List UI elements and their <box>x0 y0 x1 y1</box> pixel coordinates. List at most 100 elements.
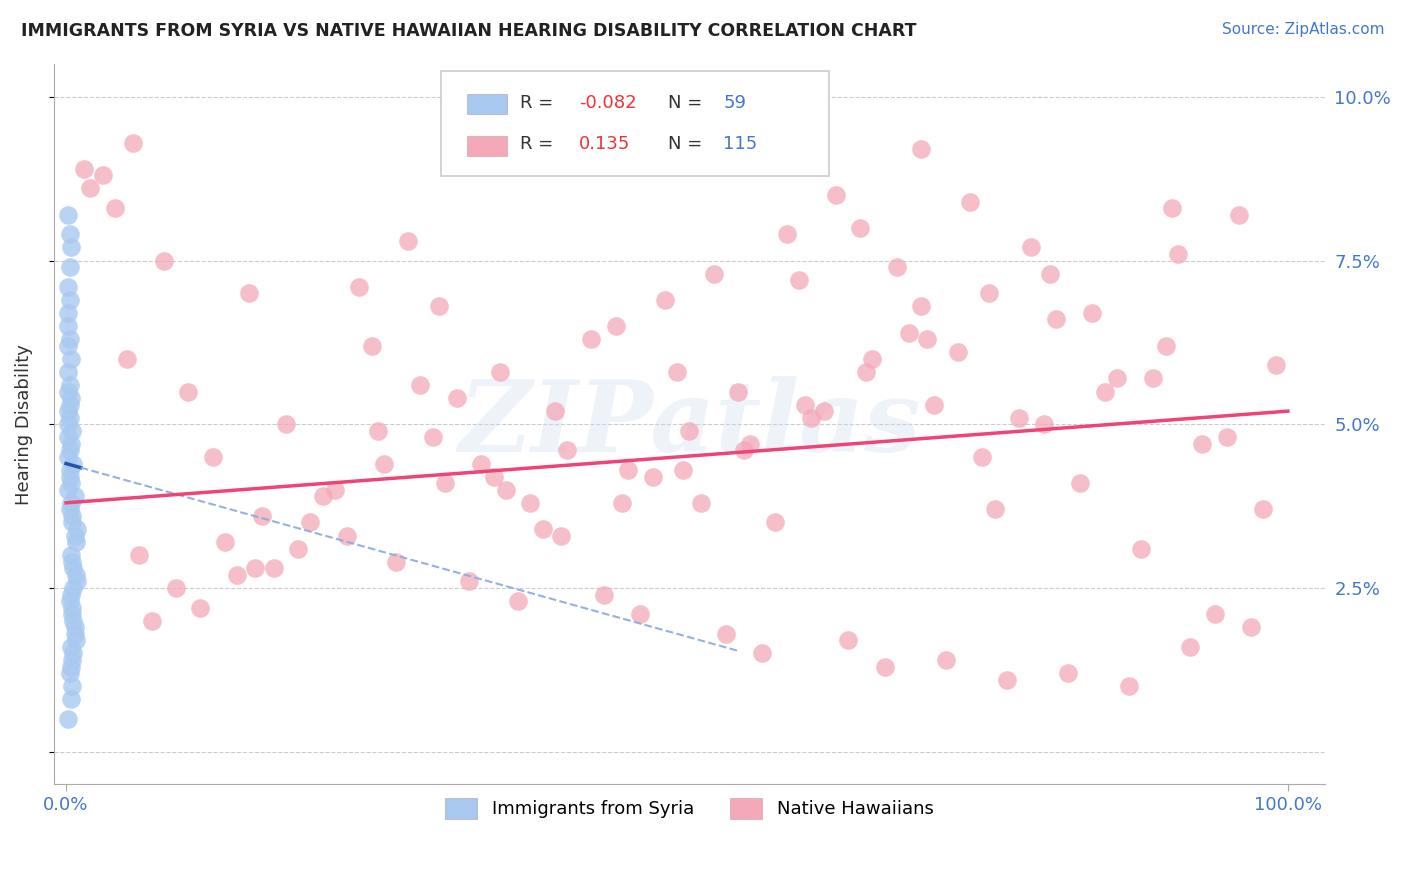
Point <box>1253 502 1275 516</box>
Point <box>977 286 1000 301</box>
Point <box>245 561 267 575</box>
Point <box>592 587 614 601</box>
Point <box>62 581 84 595</box>
Point <box>201 450 224 464</box>
Point <box>922 398 945 412</box>
Point <box>1019 240 1042 254</box>
Point <box>751 647 773 661</box>
Point <box>115 351 138 366</box>
Point <box>58 384 80 399</box>
Point <box>58 430 80 444</box>
Point <box>62 561 84 575</box>
Point <box>470 457 492 471</box>
Point <box>62 614 84 628</box>
Point <box>59 398 82 412</box>
Point <box>373 457 395 471</box>
Point <box>1264 359 1286 373</box>
Point <box>605 318 627 333</box>
Point <box>550 528 572 542</box>
Point <box>58 318 80 333</box>
Point <box>1094 384 1116 399</box>
Text: Source: ZipAtlas.com: Source: ZipAtlas.com <box>1222 22 1385 37</box>
Point <box>1069 476 1091 491</box>
Point <box>787 273 810 287</box>
Point <box>311 489 333 503</box>
Point <box>733 443 755 458</box>
Point <box>508 594 530 608</box>
Point <box>60 424 83 438</box>
Point <box>433 476 456 491</box>
Point <box>1178 640 1201 654</box>
Point <box>531 522 554 536</box>
Point <box>59 692 82 706</box>
Point <box>60 679 83 693</box>
Point <box>59 378 82 392</box>
Point <box>59 666 82 681</box>
Point <box>91 169 114 183</box>
Point <box>367 424 389 438</box>
FancyBboxPatch shape <box>467 136 508 156</box>
Point <box>1204 607 1226 622</box>
Point <box>862 351 884 366</box>
Text: -0.082: -0.082 <box>579 94 637 112</box>
Point <box>495 483 517 497</box>
Point <box>794 398 817 412</box>
Point <box>60 555 83 569</box>
Text: 0.135: 0.135 <box>579 136 630 153</box>
Point <box>727 384 749 399</box>
Point <box>946 345 969 359</box>
Point <box>58 339 80 353</box>
Point <box>63 620 86 634</box>
Point <box>336 528 359 542</box>
Point <box>73 161 96 176</box>
Point <box>59 240 82 254</box>
Point <box>128 548 150 562</box>
Point <box>58 279 80 293</box>
Point <box>898 326 921 340</box>
Point <box>58 483 80 497</box>
Point <box>59 293 82 307</box>
Point <box>409 378 432 392</box>
Point <box>323 483 346 497</box>
Point <box>665 365 688 379</box>
Point <box>972 450 994 464</box>
Point <box>1240 620 1263 634</box>
Point <box>488 365 510 379</box>
FancyBboxPatch shape <box>441 71 830 176</box>
Legend: Immigrants from Syria, Native Hawaiians: Immigrants from Syria, Native Hawaiians <box>437 790 941 826</box>
Point <box>427 299 450 313</box>
Point <box>776 227 799 242</box>
Point <box>59 391 82 405</box>
Point <box>250 508 273 523</box>
Point <box>59 410 82 425</box>
Point <box>63 627 86 641</box>
Point <box>617 463 640 477</box>
Point <box>214 535 236 549</box>
Point <box>690 496 713 510</box>
Point <box>1216 430 1239 444</box>
Point <box>299 516 322 530</box>
Point <box>63 528 86 542</box>
Point <box>849 220 872 235</box>
Point <box>104 201 127 215</box>
Point <box>60 600 83 615</box>
Point <box>60 653 83 667</box>
Text: IMMIGRANTS FROM SYRIA VS NATIVE HAWAIIAN HEARING DISABILITY CORRELATION CHART: IMMIGRANTS FROM SYRIA VS NATIVE HAWAIIAN… <box>21 22 917 40</box>
Point <box>59 437 82 451</box>
Point <box>824 188 846 202</box>
Point <box>740 437 762 451</box>
Point <box>628 607 651 622</box>
Point <box>1032 417 1054 432</box>
Point <box>555 443 578 458</box>
Point <box>800 410 823 425</box>
Point <box>714 627 737 641</box>
Point <box>654 293 676 307</box>
Point <box>60 508 83 523</box>
Point <box>226 567 249 582</box>
Point <box>1191 437 1213 451</box>
Point <box>519 496 541 510</box>
Point <box>62 647 84 661</box>
Point <box>177 384 200 399</box>
Point <box>1105 371 1128 385</box>
Point <box>59 469 82 483</box>
